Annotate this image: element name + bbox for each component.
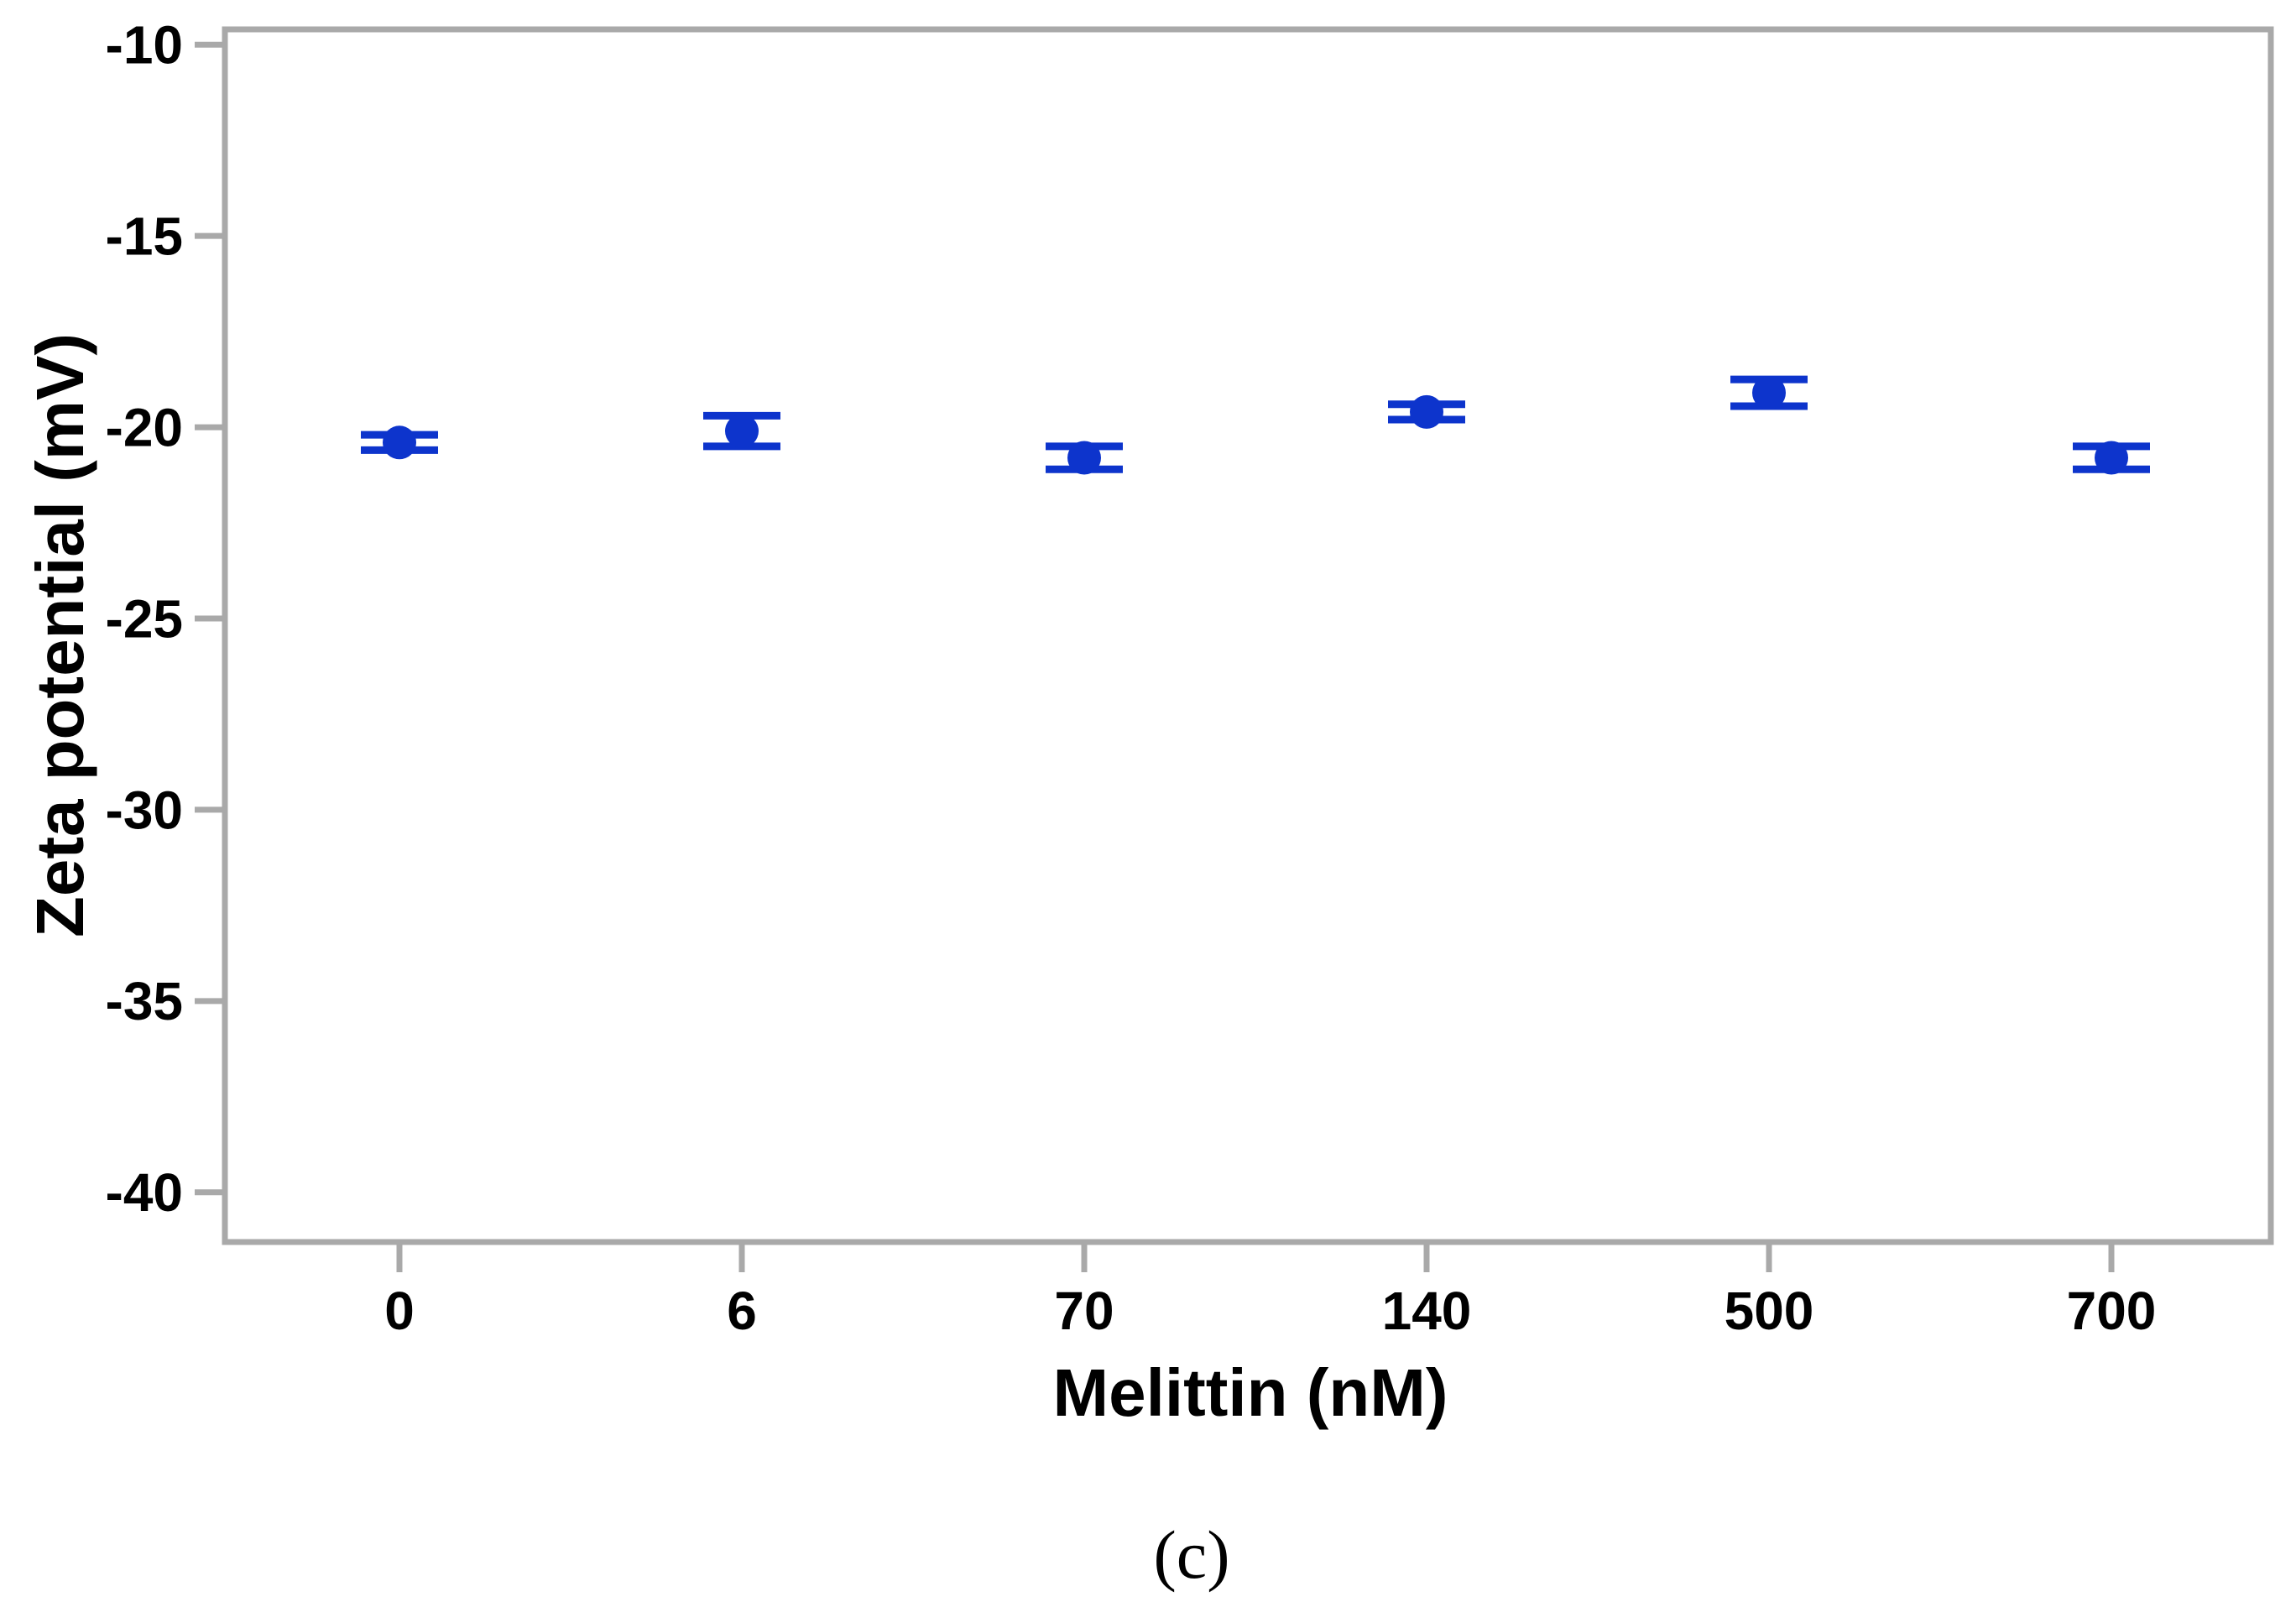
x-tick-label: 500 xyxy=(1725,1281,1814,1341)
data-series xyxy=(361,375,2150,475)
x-tick-label: 70 xyxy=(1054,1281,1114,1341)
y-tick-label: -25 xyxy=(106,588,184,649)
x-tick-label: 140 xyxy=(1382,1281,1472,1341)
y-tick-label: -35 xyxy=(106,971,184,1031)
y-axis-label: Zeta potential (mV) xyxy=(23,332,97,938)
data-point-group xyxy=(703,411,780,451)
plot-border xyxy=(222,26,2274,1245)
x-tick-label: 700 xyxy=(2067,1281,2157,1341)
data-point-group xyxy=(1046,441,1123,475)
y-axis: -10 -15 -20 -25 -30 -35 -40 xyxy=(106,15,225,1223)
data-point-group xyxy=(2073,441,2150,475)
data-point-group xyxy=(1730,375,1808,410)
figure-caption: (c) xyxy=(1153,1516,1230,1593)
data-point-marker xyxy=(725,414,759,448)
data-point-marker xyxy=(1752,376,1786,410)
y-tick-label: -15 xyxy=(106,206,184,267)
data-point-group xyxy=(1388,394,1465,429)
x-tick-label: 6 xyxy=(727,1281,757,1341)
y-tick-label: -30 xyxy=(106,780,184,840)
y-tick-label: -20 xyxy=(106,397,184,457)
data-point-marker xyxy=(383,425,416,460)
data-point-group xyxy=(361,425,438,460)
y-tick-label: -40 xyxy=(106,1162,184,1223)
x-tick-label: 0 xyxy=(384,1281,415,1341)
data-point-marker xyxy=(1067,441,1101,475)
data-point-marker xyxy=(1410,394,1443,429)
x-axis: 0 6 70 140 500 700 xyxy=(384,1242,2156,1341)
x-axis-label: Melittin (nM) xyxy=(1052,1355,1448,1430)
data-point-marker xyxy=(2095,441,2128,475)
y-tick-label: -10 xyxy=(106,15,184,76)
